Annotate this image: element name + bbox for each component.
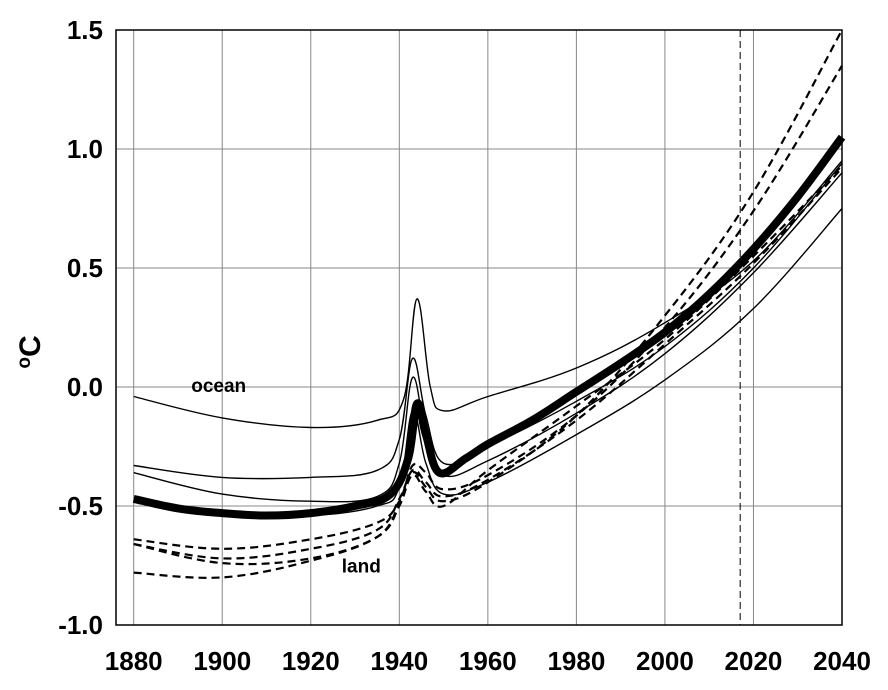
grid-layer <box>116 30 843 625</box>
y-axis-label-unit: C <box>14 335 47 357</box>
y-tick-label: 0.0 <box>67 372 103 402</box>
x-tick-label: 1980 <box>547 646 605 676</box>
y-tick-labels: -1.0 -0.5 0.0 0.5 1.0 1.5 <box>58 15 103 640</box>
plot-frame <box>115 29 843 626</box>
y-tick-label: -1.0 <box>58 610 103 640</box>
y-tick-label: 0.5 <box>67 253 103 283</box>
x-tick-label: 2040 <box>813 646 871 676</box>
annotation-ocean: ocean <box>191 376 246 397</box>
y-axis-label: oC <box>14 335 47 368</box>
y-tick-label: -0.5 <box>58 491 103 521</box>
series-line-land-6 <box>133 65 843 550</box>
series-line-land-7 <box>133 29 843 566</box>
series-line-land-8 <box>133 164 843 579</box>
annotation-land: land <box>342 557 381 578</box>
annotations: ocean land <box>191 376 381 578</box>
x-tick-label: 1960 <box>459 646 517 676</box>
series-line-mean-5 <box>132 134 846 520</box>
series-layer <box>132 29 846 579</box>
y-tick-label: 1.0 <box>67 134 103 164</box>
x-tick-label: 2000 <box>636 646 694 676</box>
series-line-land-9 <box>133 167 843 560</box>
y-axis-label-degree: o <box>14 357 35 369</box>
x-tick-label: 1940 <box>370 646 428 676</box>
x-tick-label: 1920 <box>282 646 340 676</box>
y-tick-label: 1.5 <box>67 15 103 45</box>
series-line-ocean-2 <box>133 162 843 480</box>
x-tick-label: 2020 <box>725 646 783 676</box>
x-tick-label: 1880 <box>105 646 163 676</box>
x-tick-label: 1900 <box>193 646 251 676</box>
x-tick-labels: 1880 1900 1920 1940 1960 1980 2000 2020 2040 <box>105 646 871 676</box>
